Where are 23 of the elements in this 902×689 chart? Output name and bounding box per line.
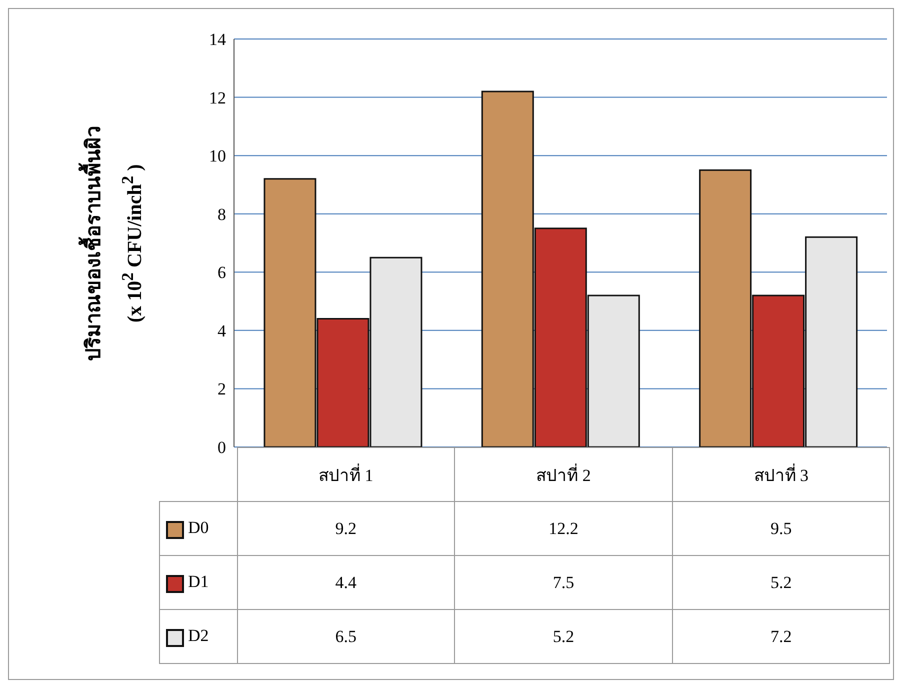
x-tick-label: สปาที่ 2 [454, 448, 672, 502]
y-tick-label: 8 [218, 204, 226, 224]
data-label: 4.4 [237, 556, 455, 610]
y-tick-label: 2 [218, 380, 226, 399]
data-label: 12.2 [454, 502, 672, 556]
data-label: 6.5 [237, 610, 455, 664]
y-tick-label: 6 [218, 263, 226, 282]
data-label: 5.2 [672, 556, 890, 610]
y-tick-label: 12 [209, 88, 226, 108]
x-tick-label: สปาที่ 3 [672, 448, 890, 502]
legend-label: D0 [160, 502, 237, 556]
y-tick-label: 0 [218, 438, 226, 458]
data-label: 7.2 [672, 610, 890, 664]
y-tick-label: 4 [218, 321, 226, 340]
x-tick-label: สปาที่ 1 [237, 448, 455, 502]
data-label: 7.5 [454, 556, 672, 610]
data-label: 5.2 [454, 610, 672, 664]
data-label: 9.2 [237, 502, 455, 556]
legend-label: D2 [160, 610, 237, 664]
legend-label: D1 [160, 556, 237, 610]
data-label: 9.5 [672, 502, 890, 556]
y-tick-label: 10 [209, 146, 226, 166]
y-tick-label: 14 [209, 30, 226, 50]
